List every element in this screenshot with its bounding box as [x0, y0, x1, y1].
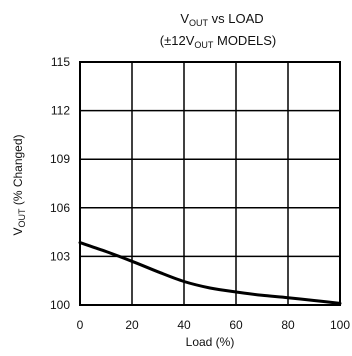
- vout-curve: [78, 241, 342, 305]
- x-tick-label: 60: [229, 318, 243, 332]
- y-tick-labels: 100 103 106 109 112 115: [50, 55, 70, 312]
- x-axis-label: Load (%): [186, 335, 235, 349]
- y-tick-label: 103: [50, 249, 70, 263]
- plot-frame: [79, 61, 341, 306]
- y-tick-label: 112: [51, 104, 70, 118]
- x-tick-label: 20: [125, 318, 139, 332]
- x-tick-label: 40: [177, 318, 191, 332]
- chart-title-line-1: VOUT vs LOAD: [180, 11, 263, 28]
- x-tick-label: 80: [281, 318, 295, 332]
- chart-title-line-2: (±12VOUT MODELS): [160, 33, 276, 50]
- y-tick-label: 100: [50, 298, 70, 312]
- y-axis-label: VOUT (% Changed): [11, 134, 27, 235]
- y-tick-label: 106: [50, 201, 70, 215]
- y-tick-label: 109: [50, 152, 70, 166]
- x-tick-label: 0: [77, 318, 84, 332]
- x-tick-label: 100: [330, 318, 350, 332]
- x-tick-labels: 0 20 40 60 80 100: [77, 318, 351, 332]
- y-tick-label: 115: [51, 55, 70, 69]
- chart-grid: [80, 62, 340, 305]
